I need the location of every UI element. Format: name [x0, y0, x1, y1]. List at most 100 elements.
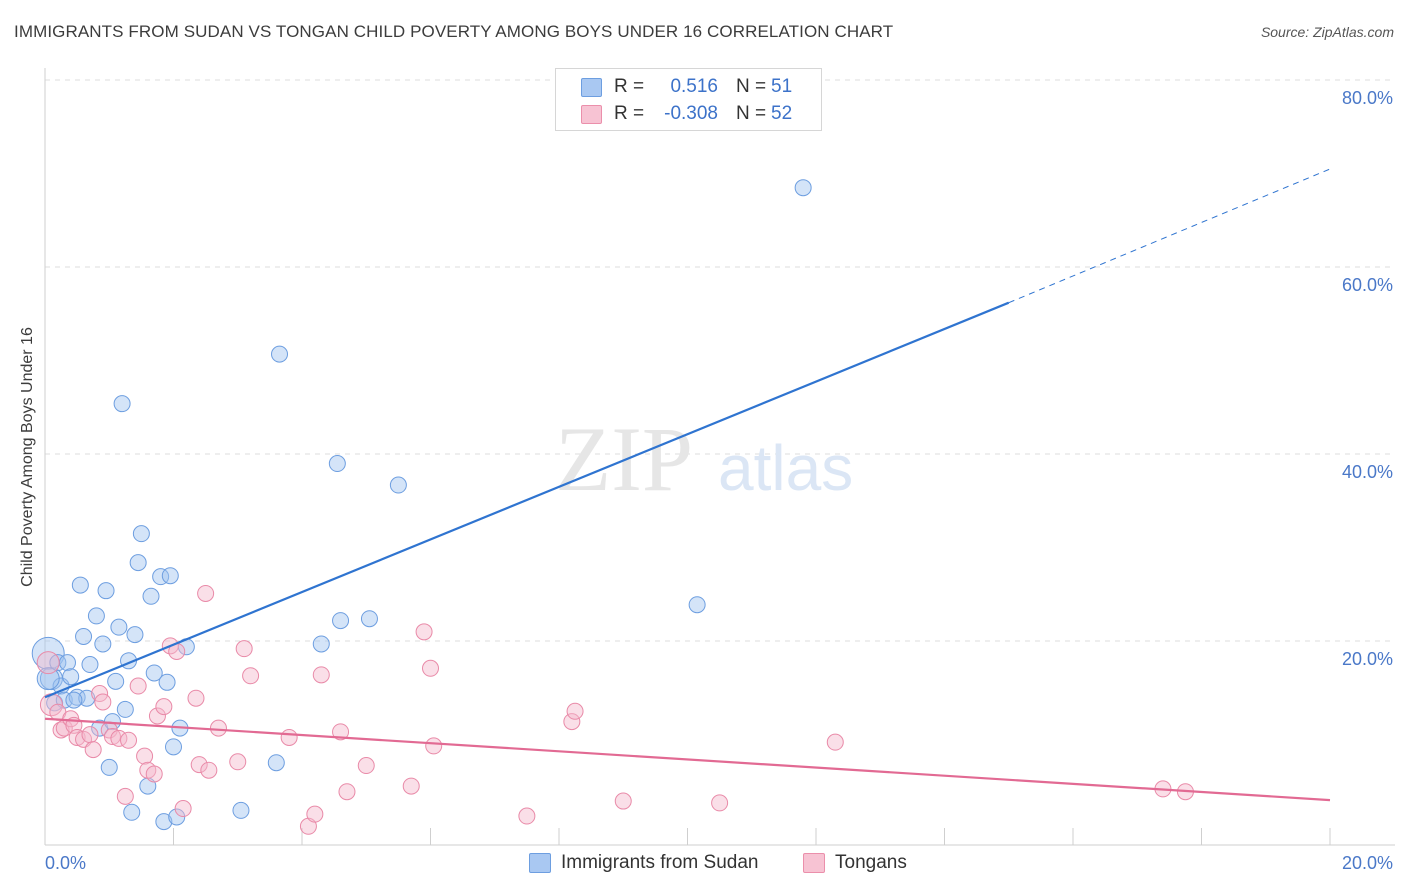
trend-layer	[44, 168, 1331, 802]
sudan-point	[155, 813, 173, 831]
source-label: Source: ZipAtlas.com	[1260, 24, 1394, 40]
tongan-point	[563, 713, 581, 731]
sudan-point	[62, 668, 80, 686]
axis-layer	[44, 68, 1395, 846]
tongan-point	[338, 783, 356, 801]
y-tick-label: 40.0%	[1342, 462, 1393, 482]
watermark: ZIP atlas	[555, 408, 853, 510]
y-tick-label: 60.0%	[1342, 275, 1393, 295]
stats-legend: R = 0.516 N = 51 R = -0.308 N = 52	[555, 68, 822, 131]
tongan-point	[425, 737, 443, 755]
sudan-point	[688, 596, 706, 614]
sudan-point	[65, 691, 83, 709]
tongan-point	[94, 693, 112, 711]
legend-swatch-tongans	[803, 853, 825, 873]
sudan-point	[113, 395, 131, 413]
tongan-point	[229, 753, 247, 771]
stats-swatch-tongan	[581, 105, 602, 124]
legend-label-tongans: Tongans	[835, 852, 907, 873]
tongan-point	[415, 623, 433, 641]
sudan-point	[165, 738, 182, 756]
sudan-point	[794, 179, 812, 197]
tongan-point	[155, 698, 173, 716]
tongan-point	[197, 584, 215, 602]
sudan-point	[68, 688, 86, 706]
tongan-point	[209, 719, 227, 737]
x-tick-label: 0.0%	[45, 853, 86, 873]
stats-n-value: 51	[771, 76, 793, 97]
stats-n-value: 52	[771, 103, 793, 124]
sudan-point	[168, 808, 186, 826]
tongan-point	[312, 666, 330, 684]
sudan-point	[97, 582, 115, 600]
stats-swatch-sudan	[581, 78, 602, 97]
sudan-point	[129, 554, 147, 572]
tongan-point	[566, 702, 584, 720]
tongan-point	[306, 805, 324, 823]
sudan-point	[132, 525, 150, 543]
chart-title: IMMIGRANTS FROM SUDAN VS TONGAN CHILD PO…	[14, 22, 894, 41]
legend-label-sudan: Immigrants from Sudan	[561, 852, 759, 873]
tongan-point	[235, 640, 253, 658]
tongan-point	[36, 651, 60, 675]
sudan-point	[360, 610, 378, 628]
sudan-point	[126, 626, 144, 644]
sudan-point	[332, 612, 350, 630]
sudan-point	[271, 345, 289, 363]
tongan-point	[81, 726, 99, 744]
tongan-point	[84, 741, 102, 759]
sudan-point	[71, 576, 89, 594]
tongan-point	[200, 761, 218, 779]
stats-r-value: -0.308	[664, 103, 718, 124]
tongan-point	[187, 689, 205, 707]
sudan-point	[328, 455, 346, 473]
tongan-point	[402, 777, 420, 795]
tongan-point	[129, 677, 147, 695]
sudan-point	[75, 627, 93, 645]
x-tick-label: 20.0%	[1342, 853, 1393, 873]
tongan-point	[116, 787, 134, 805]
sudan-point	[232, 801, 250, 819]
sudan-point	[36, 667, 60, 691]
tongan-point	[826, 733, 844, 751]
sudan-point	[81, 656, 99, 674]
watermark-zip: ZIP	[555, 408, 693, 510]
y-tick-label: 20.0%	[1342, 649, 1393, 669]
sudan-point	[123, 803, 141, 821]
tongan-point	[332, 723, 350, 741]
sudan-point	[267, 754, 285, 772]
sudan-point	[145, 664, 163, 682]
tongan-point	[518, 807, 536, 825]
sudan-point	[100, 758, 118, 776]
sudan-point	[107, 672, 125, 690]
y-tick-label: 80.0%	[1342, 88, 1393, 108]
tongan-point	[190, 756, 208, 774]
sudan-point	[110, 618, 128, 636]
sudan-point	[78, 689, 96, 707]
tongan-trendline	[44, 717, 1331, 802]
series-legend: Immigrants from Sudan Tongans	[0, 851, 1406, 877]
sudan-trendline-extension	[1008, 168, 1331, 304]
sudan-point	[158, 673, 176, 691]
stats-n-label: N =	[736, 103, 767, 124]
tongan-point	[711, 794, 729, 812]
tongan-point	[242, 667, 260, 685]
legend-swatch-sudan	[529, 853, 551, 873]
stats-row-sudan: R = 0.516 N = 51	[556, 74, 821, 100]
stats-r-label: R =	[614, 76, 645, 97]
sudan-point	[58, 654, 76, 672]
tongan-point	[145, 765, 163, 783]
tongan-point	[136, 747, 154, 765]
sudan-point	[142, 587, 160, 605]
grid-layer	[45, 79, 1395, 642]
sudan-point	[152, 568, 170, 586]
tongan-point	[174, 800, 192, 818]
sudan-point	[87, 607, 105, 625]
tongan-point	[422, 659, 439, 677]
tongan-point	[280, 728, 298, 746]
tongan-point	[68, 728, 86, 746]
points-layer	[31, 179, 1194, 835]
tongan-point	[148, 707, 166, 725]
tongan-point	[103, 728, 121, 746]
